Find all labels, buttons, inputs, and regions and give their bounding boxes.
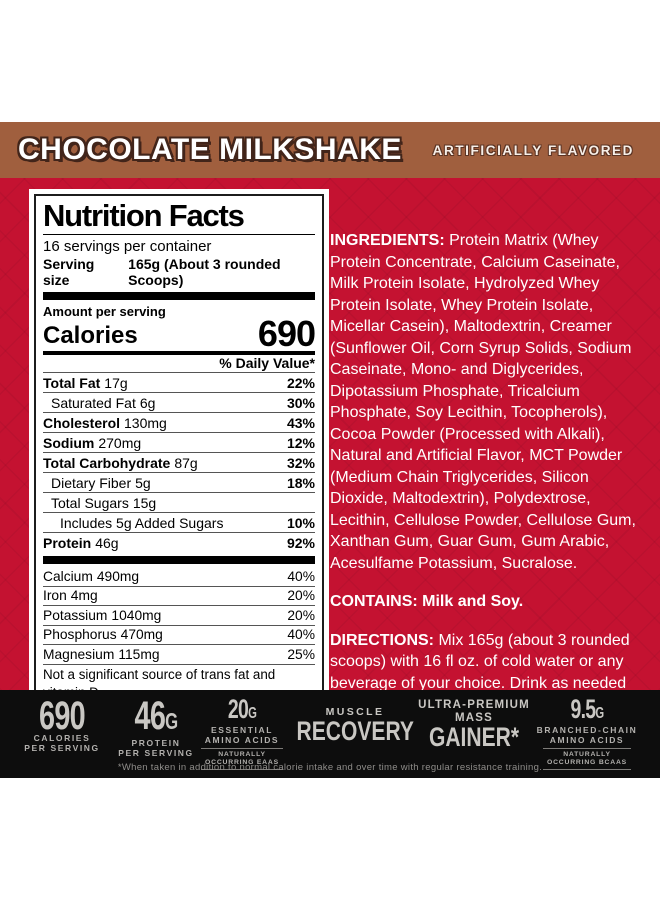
amount-per-serving-label: Amount per serving (43, 304, 166, 319)
nutrient-row-saturated-fat: Saturated Fat 6g 30% (43, 393, 315, 413)
servings-per-container: 16 servings per container (43, 238, 212, 255)
medium-divider (43, 351, 315, 355)
contains-label: CONTAINS: (330, 593, 418, 610)
stat-mass-gainer: ULTRA-PREMIUM MASS GAINER* (418, 699, 530, 752)
mineral-row-calcium: Calcium 490mg 40% (43, 567, 315, 587)
flavor-banner: CHOCOLATE MILKSHAKE ARTIFICIALLY FLAVORE… (0, 122, 660, 178)
stat-muscle-recovery: MUSCLE RECOVERY (296, 706, 414, 746)
calories-value: 690 (257, 313, 316, 354)
daily-value-header: % Daily Value* (43, 355, 315, 373)
nutrient-row-total-fat: Total Fat 17g 22% (43, 373, 315, 393)
stats-disclaimer: *When taken in addition to normal calori… (117, 762, 543, 773)
ingredients-label: INGREDIENTS: (330, 232, 445, 249)
nutrition-facts-title: Nutrition Facts (43, 199, 315, 235)
directions-label: DIRECTIONS: (330, 631, 434, 649)
contains-paragraph: CONTAINS: Milk and Soy. (330, 593, 524, 610)
bcaa-stat-value: 9.5G (570, 694, 605, 724)
serving-size-value: 165g (About 3 rounded Scoops) (128, 256, 281, 288)
artificially-flavored-text: ARTIFICIALLY FLAVORED (432, 142, 634, 158)
nutrient-row-cholesterol: Cholesterol 130mg 43% (43, 413, 315, 433)
calories-label: Calories (43, 322, 138, 349)
stat-protein: 46G PROTEIN PER SERVING (81, 694, 231, 758)
ingredients-paragraph: INGREDIENTS: Protein Matrix (Whey Protei… (330, 232, 636, 572)
label-body: Nutrition Facts 16 servings per containe… (0, 178, 660, 778)
nutrient-row-added-sugars: Includes 5g Added Sugars 10% (43, 513, 315, 533)
nutrient-row-total-sugars: Total Sugars 15g (43, 493, 315, 513)
nutrient-row-protein: Protein 46g 92% (43, 534, 315, 551)
stat-bcaas: 9.5G BRANCHED-CHAIN AMINO ACIDS NATURALL… (512, 694, 660, 770)
eaa-stat-value: 20G (227, 694, 257, 724)
calories-row: Calories 690 (43, 313, 316, 354)
serving-size-row: Serving size 165g (About 3 rounded Scoop… (43, 256, 315, 288)
stat-essential-amino-acids: 20G ESSENTIAL AMINO ACIDS NATURALLY OCCU… (167, 694, 317, 770)
nutrient-row-total-carbohydrate: Total Carbohydrate 87g 32% (43, 453, 315, 473)
thick-divider (43, 292, 315, 300)
nutrient-row-sodium: Sodium 270mg 12% (43, 433, 315, 453)
stat-calories: 690 CALORIES PER SERVING (0, 694, 137, 753)
serving-size-label: Serving size (43, 256, 95, 288)
mineral-row-magnesium: Magnesium 115mg 25% (43, 645, 315, 665)
mineral-row-potassium: Potassium 1040mg 20% (43, 606, 315, 626)
protein-stat-value: 46G (134, 694, 179, 738)
mineral-row-iron: Iron 4mg 20% (43, 587, 315, 606)
nutrient-row-dietary-fiber: Dietary Fiber 5g 18% (43, 473, 315, 493)
mineral-row-phosphorus: Phosphorus 470mg 40% (43, 626, 315, 645)
thick-divider (43, 556, 315, 564)
calories-stat-value: 690 (39, 694, 86, 738)
eaa-sub-note: NATURALLY OCCURRING EAAS (201, 748, 283, 770)
product-flavor-title: CHOCOLATE MILKSHAKE (18, 133, 402, 166)
stats-bar: 690 CALORIES PER SERVING 46G PROTEIN PER… (0, 690, 660, 778)
bcaa-sub-note: NATURALLY OCCURRING BCAAS (543, 748, 631, 770)
nutrition-facts-panel: Nutrition Facts 16 servings per containe… (34, 194, 324, 752)
